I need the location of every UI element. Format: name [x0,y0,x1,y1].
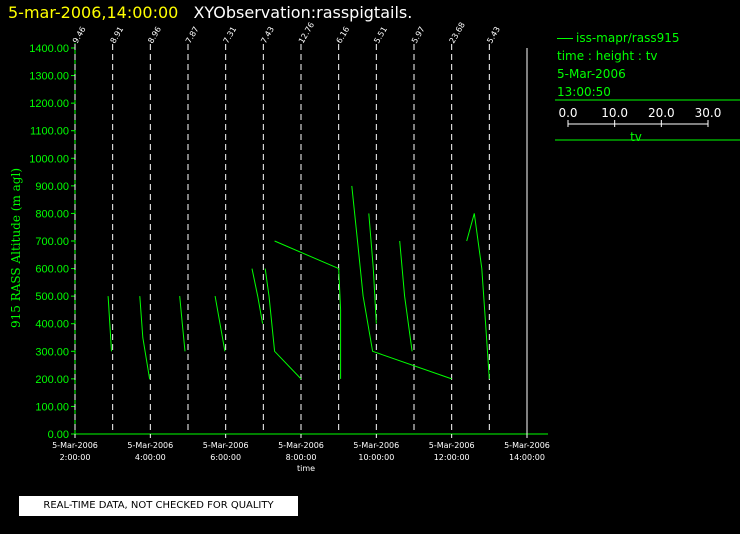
y-tick-label: 800.00 [35,208,69,220]
scale-tick-label: 20.0 [648,106,675,120]
series-line [179,296,186,352]
baseline-label: 7.31 [222,25,239,45]
series-line [107,296,112,352]
info-panel: iss-mapr/rass915 time : height : tv 5-Ma… [557,29,680,101]
x-tick-label-date: 5-Mar-2006 [278,441,324,450]
series-line [251,268,264,324]
baseline-label: 7.43 [259,25,276,45]
x-tick-label-date: 5-Mar-2006 [52,441,98,450]
x-tick-label-time: 6:00:00 [210,453,241,462]
y-tick-label: 0.00 [48,429,69,441]
baseline-label: 5.43 [485,25,502,45]
x-tick-label-date: 5-Mar-2006 [127,441,173,450]
y-tick-label: 1000.00 [29,153,69,165]
baseline-label: 5.97 [410,25,427,45]
legend-entry: iss-mapr/rass915 [557,29,680,47]
title-observation: XYObservation:rasspigtails. [193,3,413,22]
scale-tick-label: 0.0 [558,106,577,120]
baseline-label: 8.96 [146,25,163,45]
baseline-label: 9.46 [71,25,88,45]
y-tick-label: 100.00 [35,401,69,413]
series-line [139,296,151,379]
x-tick-label-date: 5-Mar-2006 [504,441,550,450]
info-time: 13:00:50 [557,85,611,99]
series-line [274,240,342,379]
x-tick-label-time: 14:00:00 [509,453,545,462]
scale-label: tv [630,130,642,144]
x-tick-label-date: 5-Mar-2006 [353,441,399,450]
info-axes-desc: time : height : tv [557,49,658,63]
x-tick-label-date: 5-Mar-2006 [429,441,475,450]
y-tick-label: 1100.00 [30,126,69,138]
series-line [368,213,377,324]
x-tick-label-date: 5-Mar-2006 [203,441,249,450]
page-title: 5-mar-2006,14:00:00 XYObservation:rasspi… [8,3,412,22]
series-line [466,213,490,379]
y-tick-label: 900.00 [35,181,69,193]
scale-tick-label: 30.0 [695,106,722,120]
x-tick-label-time: 4:00:00 [135,453,166,462]
series-line [214,296,226,352]
y-tick-label: 1400.00 [29,43,69,55]
baseline-label: 12.76 [297,21,316,45]
baseline-label: 23.68 [448,21,467,45]
quality-notice: REAL-TIME DATA, NOT CHECKED FOR QUALITY [19,496,298,516]
y-tick-label: 400.00 [35,319,69,331]
y-tick-label: 600.00 [35,264,69,276]
y-tick-label: 1300.00 [29,71,69,83]
x-tick-label-time: 8:00:00 [286,453,317,462]
y-axis-label: 915 RASS Altitude (m agl) [9,168,23,328]
y-tick-label: 1200.00 [29,98,69,110]
baseline-label: 7.87 [184,25,201,45]
series-line [399,240,413,352]
x-tick-label-time: 12:00:00 [434,453,470,462]
y-tick-label: 500.00 [35,291,69,303]
y-tick-label: 700.00 [35,236,69,248]
baseline-label: 6.16 [335,25,352,45]
info-date: 5-Mar-2006 [557,67,626,81]
y-tick-label: 200.00 [35,374,69,386]
x-tick-label-time: 10:00:00 [358,453,394,462]
x-tick-label-time: 2:00:00 [60,453,91,462]
baseline-label: 8.91 [109,25,126,45]
y-tick-label: 300.00 [35,346,69,358]
x-axis-label: time [297,464,315,473]
title-datetime: 5-mar-2006,14:00:00 [8,3,179,22]
legend-line-swatch [557,38,573,39]
legend-series-name: iss-mapr/rass915 [576,31,680,45]
series-line [264,268,302,380]
baseline-label: 5.51 [372,25,389,45]
series-line [351,185,452,380]
scale-tick-label: 10.0 [601,106,628,120]
